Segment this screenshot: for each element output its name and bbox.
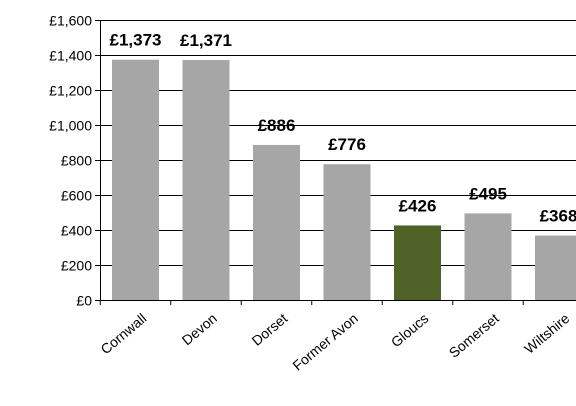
bar-wiltshire [535,235,576,300]
data-labels: £1,373 £1,371 £886 £776 £426 £495 £368 [110,31,576,226]
category-label: Dorset [249,310,291,349]
y-tick-label: £1,400 [49,48,92,64]
data-label: £495 [469,184,507,203]
y-tick-label: £0 [76,293,92,309]
data-label: £426 [399,196,437,215]
category-label: Cornwall [97,310,149,357]
data-label: £886 [258,116,296,135]
y-axis-tick-labels: £0 £200 £400 £600 £800 £1,000 £1,200 £1,400 £1,6… [49,13,100,309]
category-label: Devon [179,310,220,348]
category-label: Former Avon [289,310,360,374]
bars [112,59,576,301]
y-tick-label: £800 [61,153,92,169]
category-label: Wiltshire [521,310,573,357]
data-label: £1,373 [110,31,162,50]
y-tick-label: £1,200 [49,83,92,99]
bar-somerset [464,213,512,300]
x-axis-category-labels: Cornwall Devon Dorset Former Avon Gloucs Some… [97,300,573,374]
data-label: £368 [540,207,576,226]
y-tick-label: £1,000 [49,118,92,134]
bar-dorset [253,144,300,300]
bar-devon [182,60,230,301]
data-label: £1,371 [180,31,232,50]
y-tick-label: £1,600 [49,13,92,29]
category-label: Gloucs [388,310,432,350]
data-label: £776 [328,135,366,154]
y-tick-label: £600 [61,188,92,204]
bar-cornwall [112,59,159,300]
bar-gloucs [394,225,441,300]
y-tick-label: £200 [61,258,92,274]
bar-former-avon [323,164,371,300]
y-tick-label: £400 [61,223,92,239]
category-label: Somerset [446,310,502,361]
